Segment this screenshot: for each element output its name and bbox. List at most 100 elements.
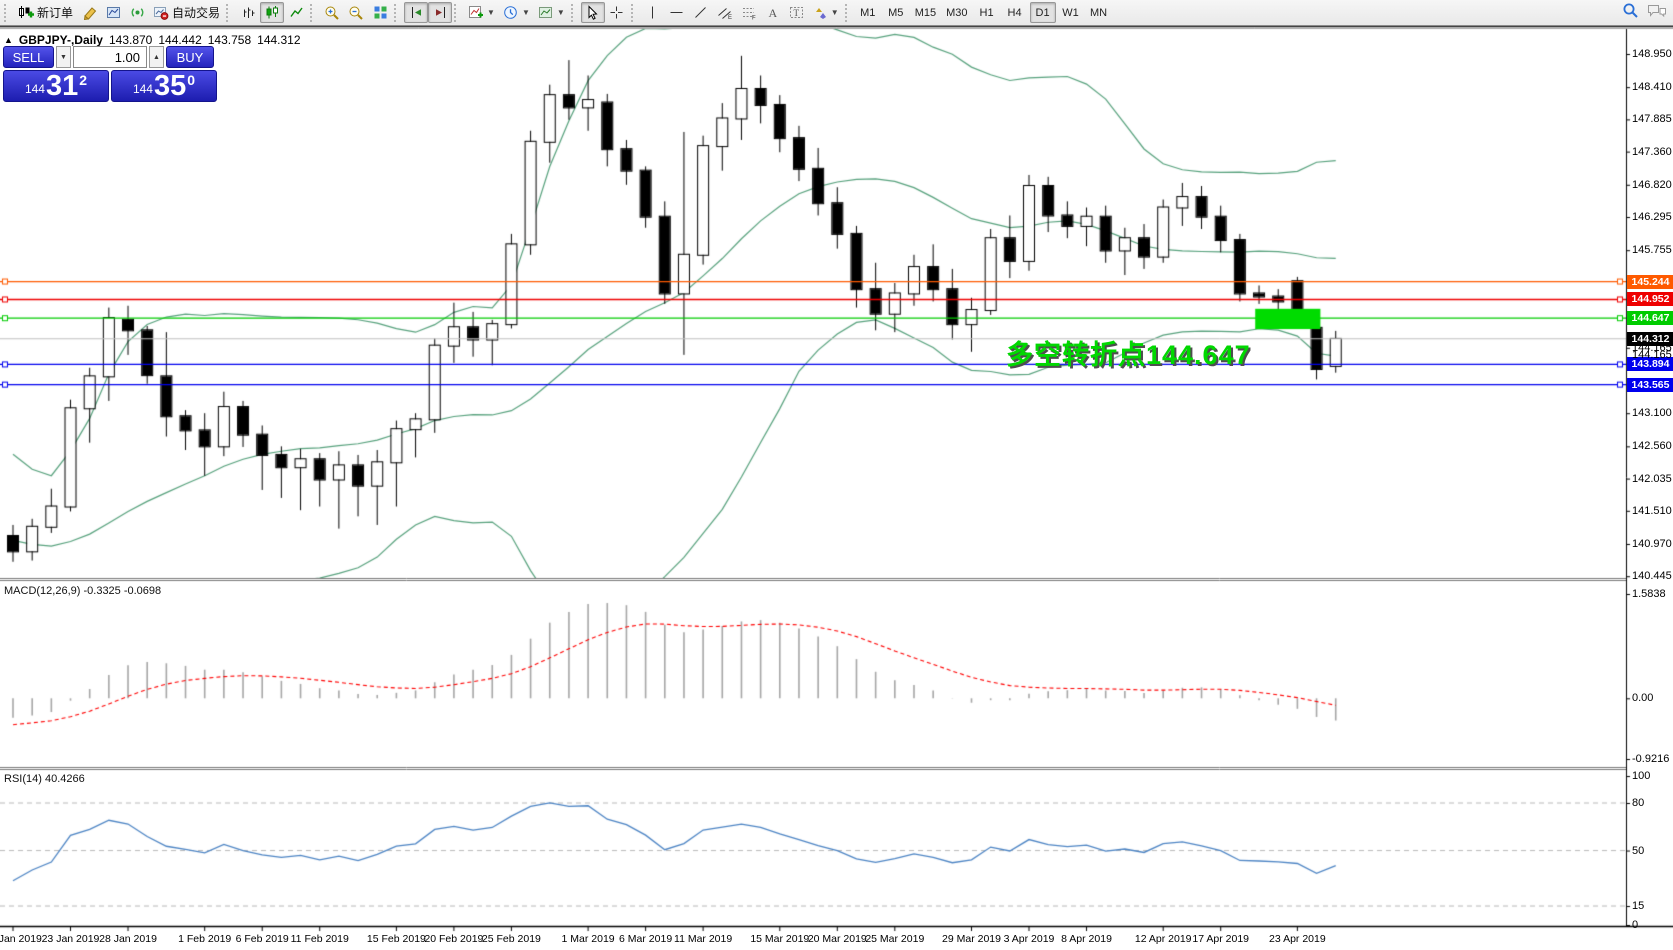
arrows-button[interactable]: ▼: [809, 2, 843, 23]
toolbar-separator: [570, 3, 577, 22]
tf-button-W1[interactable]: W1: [1062, 6, 1079, 19]
tf-button-MN[interactable]: MN: [1089, 6, 1108, 19]
charts-button[interactable]: [101, 2, 125, 23]
vertical-line-icon: [652, 6, 654, 19]
tf-button-M1[interactable]: M1: [860, 6, 876, 19]
arrows-icon: [815, 8, 826, 19]
date-axis-label: 29 Mar 2019: [942, 933, 1001, 945]
price-axis-tick: 146.295: [1632, 211, 1672, 224]
price-axis-tick: 142.035: [1632, 472, 1672, 485]
rsi-axis-tick: 80: [1632, 797, 1645, 809]
autotrading-icon: [154, 7, 169, 20]
line-chart-button[interactable]: [284, 2, 308, 23]
price-line-badge: 145.244: [1627, 274, 1673, 289]
new-order-label: 新订单: [37, 6, 74, 20]
vertical-line-button[interactable]: [641, 2, 665, 23]
macd-label: MACD(12,26,9) -0.3325 -0.0698: [4, 585, 162, 597]
signals-button[interactable]: [125, 2, 149, 23]
macd-axis-tick: 1.5838: [1632, 588, 1666, 600]
candlestick-button[interactable]: [260, 2, 285, 23]
signals-icon: [131, 8, 143, 17]
date-axis-label: 20 Mar 2019: [807, 933, 867, 945]
toolbar-separator: [630, 3, 637, 22]
date-axis-label: 1 Feb 2019: [178, 933, 232, 945]
volume-increase-button[interactable]: ▲: [149, 46, 164, 68]
tf-button-M30[interactable]: M30: [946, 6, 968, 19]
sell-price-display[interactable]: 144 31 2: [3, 70, 109, 102]
horizontal-line-button[interactable]: [665, 2, 689, 23]
tf-button-M5[interactable]: M5: [888, 6, 904, 19]
collapse-chart-arrow[interactable]: ▲: [4, 35, 13, 45]
tf-button-H4[interactable]: H4: [1007, 6, 1022, 19]
price-axis-tick: 140.970: [1632, 537, 1672, 550]
search-icon[interactable]: [1622, 2, 1639, 19]
tile-windows-icon: [374, 6, 387, 19]
rsi-axis-tick: 50: [1632, 844, 1645, 857]
zoom-out-button[interactable]: [344, 2, 368, 23]
indicators-icon: [469, 6, 484, 18]
cursor-button[interactable]: [580, 2, 605, 23]
price-chart-canvas[interactable]: [0, 27, 1673, 950]
crosshair-button[interactable]: [605, 2, 629, 23]
tile-windows-button[interactable]: [368, 2, 392, 23]
svg-text:A: A: [769, 6, 778, 20]
channel-button[interactable]: E: [713, 2, 737, 23]
date-axis-label: 18 Jan 2019: [0, 933, 42, 945]
line-chart-icon: [289, 7, 303, 17]
date-axis-label: 3 Apr 2019: [1003, 933, 1055, 945]
rsi-axis-tick: 0: [1632, 919, 1639, 932]
text-button[interactable]: A: [761, 2, 785, 23]
periods-button[interactable]: ▼: [499, 2, 534, 23]
periods-icon: [504, 5, 517, 19]
svg-text:E: E: [728, 15, 732, 20]
buy-price-main: 35: [153, 70, 187, 102]
chevron-down-icon: ▼: [830, 8, 839, 17]
price-axis-tick: 141.510: [1632, 504, 1672, 517]
sell-price-prefix: 144: [24, 82, 45, 96]
buy-price-display[interactable]: 144 35 0: [111, 70, 217, 102]
price-axis-tick: 142.560: [1632, 440, 1672, 453]
date-axis-label: 15 Feb 2019: [366, 933, 426, 945]
chat-icon[interactable]: [1647, 3, 1667, 19]
candlestick-icon: [266, 6, 278, 19]
date-axis-label: 23 Jan 2019: [41, 933, 100, 945]
new-order-button[interactable]: 新订单: [14, 2, 77, 23]
charts-icon: [106, 7, 120, 18]
autotrading-label: 自动交易: [172, 6, 221, 20]
indicators-button[interactable]: ▼: [464, 2, 499, 23]
autotrading-button[interactable]: 自动交易: [149, 2, 224, 23]
volume-input[interactable]: [73, 46, 147, 68]
date-axis-label: 23 Apr 2019: [1269, 933, 1326, 945]
price-axis-tick: 147.360: [1632, 145, 1672, 158]
volume-decrease-button[interactable]: ▼: [56, 46, 71, 68]
chart-shift-button[interactable]: [428, 2, 453, 23]
chart-title: ▲ GBPJPY-,Daily 143.870 144.442 143.758 144…: [4, 33, 301, 47]
channel-icon: E: [717, 8, 732, 20]
trendline-icon: [695, 7, 707, 18]
zoom-in-button[interactable]: [320, 2, 344, 23]
trendline-button[interactable]: [689, 2, 713, 23]
profile-icon: [83, 7, 96, 20]
macd-axis-tick: 0.00: [1632, 692, 1654, 705]
chevron-down-icon: ▼: [556, 8, 565, 17]
chart-annotation-text: 多空转折点144.647: [1006, 340, 1251, 370]
date-axis-label: 11 Feb 2019: [290, 933, 349, 945]
bar-chart-button[interactable]: [236, 2, 260, 23]
auto-scroll-button[interactable]: [404, 2, 429, 23]
tf-button-M15[interactable]: M15: [914, 6, 937, 19]
date-axis-label: 11 Mar 2019: [674, 933, 733, 945]
sell-button[interactable]: SELL: [3, 46, 54, 68]
sell-price-main: 31: [45, 70, 79, 102]
price-axis-tick: 148.950: [1632, 48, 1672, 60]
toolbar-drag-handle[interactable]: [4, 3, 10, 22]
tf-button-D1[interactable]: D1: [1029, 2, 1056, 23]
date-axis-label: 12 Apr 2019: [1134, 933, 1192, 945]
fibonacci-icon: F: [742, 8, 756, 20]
ohlc-close: 144.312: [257, 33, 301, 47]
buy-button[interactable]: BUY: [166, 46, 214, 68]
templates-button[interactable]: ▼: [534, 2, 569, 23]
profile-button[interactable]: [77, 2, 101, 23]
tf-button-H1[interactable]: H1: [979, 6, 994, 19]
fibonacci-button[interactable]: F: [737, 2, 761, 23]
text-label-button[interactable]: T: [785, 2, 809, 23]
